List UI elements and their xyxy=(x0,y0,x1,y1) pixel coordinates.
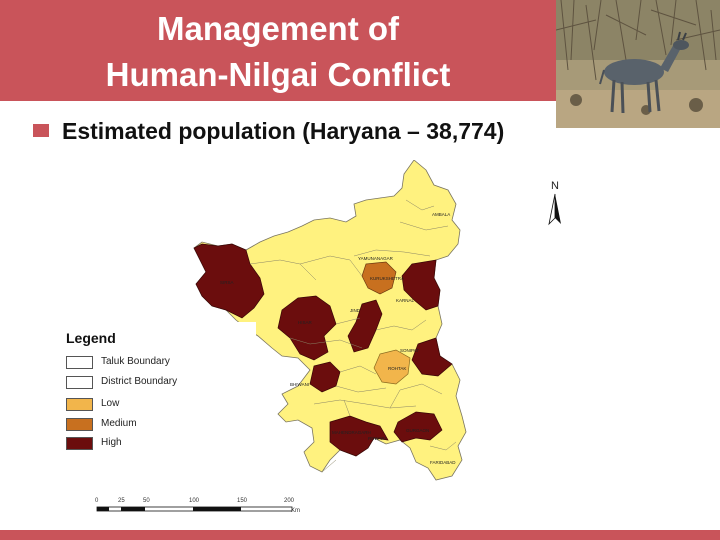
label-yamunanagar: YAMUNANAGAR xyxy=(358,256,394,261)
north-arrow: N xyxy=(543,180,567,230)
hisar-high xyxy=(277,295,337,361)
scale-tick-label: 50 xyxy=(143,498,150,504)
label-ambala: AMBALA xyxy=(432,212,450,217)
legend-swatch xyxy=(66,398,93,411)
title-line-1: Management of xyxy=(156,10,400,47)
label-mahendragarh: MAHENDRAGARH xyxy=(332,430,371,435)
slide-title: Management of Human-Nilgai Conflict xyxy=(0,6,556,98)
map-legend: Legend Taluk Boundary District Boundary … xyxy=(60,322,256,500)
label-karnal: KARNAL xyxy=(396,298,415,303)
label-bhiwani: BHIWANI xyxy=(290,382,309,387)
north-arrow-icon xyxy=(548,193,561,226)
mahendragarh-high xyxy=(329,415,389,457)
label-rewari: REWARI xyxy=(368,436,386,441)
label-sonipat: SONIPAT xyxy=(400,348,419,353)
scale-unit: Km xyxy=(291,508,300,514)
legend-swatch xyxy=(66,437,93,450)
legend-label: Low xyxy=(101,398,120,409)
gurgaon-high xyxy=(393,411,443,443)
legend-label: Medium xyxy=(101,418,137,429)
sirsa-high xyxy=(193,243,265,319)
label-gurgaon: GURGAON xyxy=(406,428,429,433)
nilgai-photo xyxy=(556,0,720,128)
legend-swatch xyxy=(66,418,93,431)
label-hisar: HISAR xyxy=(298,320,313,325)
scale-bar: 0 25 50 100 150 200 Km xyxy=(92,498,304,518)
scale-tick-label: 25 xyxy=(118,498,125,504)
taluk-boundaries xyxy=(249,199,457,473)
label-rohtak: ROHTAK xyxy=(388,366,406,371)
scale-tick-label: 0 xyxy=(95,498,99,504)
population-bullet: Estimated population (Haryana – 38,774) xyxy=(62,118,505,144)
label-jind: JIND xyxy=(350,308,361,313)
legend-label: District Boundary xyxy=(101,376,178,387)
rohtak-low xyxy=(373,349,411,385)
legend-swatch xyxy=(66,376,93,389)
label-faridabad: FARIDABAD xyxy=(430,460,456,465)
jind-high xyxy=(347,299,383,353)
bullet-marker xyxy=(33,124,49,137)
label-kurukshetra: KURUKSHETRA xyxy=(370,276,404,281)
scale-tick-label: 100 xyxy=(189,498,200,504)
legend-label: Taluk Boundary xyxy=(101,356,170,367)
legend-title: Legend xyxy=(66,330,116,346)
north-label: N xyxy=(551,180,559,192)
karnal-high xyxy=(401,259,441,311)
kurukshetra-medium xyxy=(361,261,397,295)
legend-label: High xyxy=(101,437,122,448)
scale-bar-graphic xyxy=(96,506,293,512)
scale-tick-label: 150 xyxy=(237,498,248,504)
bottom-bar xyxy=(0,530,720,540)
legend-swatch xyxy=(66,356,93,369)
title-band xyxy=(0,0,556,101)
label-sirsa: SIRSA xyxy=(220,280,234,285)
sonipat-high xyxy=(411,337,453,377)
scale-tick-label: 200 xyxy=(284,498,295,504)
title-line-2: Human-Nilgai Conflict xyxy=(105,56,451,93)
haryana-map: AMBALA YAMUNANAGAR KURUKSHETRA KARNAL JI… xyxy=(193,160,467,481)
